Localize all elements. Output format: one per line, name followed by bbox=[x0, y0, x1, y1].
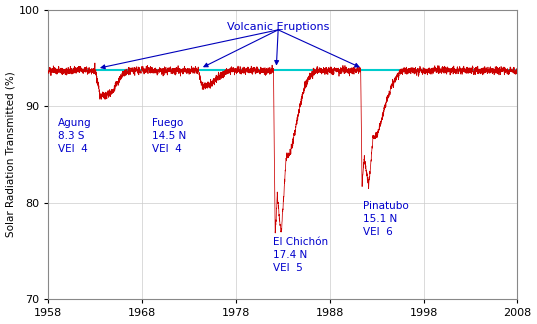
Text: Pinatubo
15.1 N
VEI  6: Pinatubo 15.1 N VEI 6 bbox=[362, 201, 408, 237]
Text: Volcanic Eruptions: Volcanic Eruptions bbox=[227, 22, 329, 32]
Y-axis label: Solar Radiation Transmitted (%): Solar Radiation Transmitted (%) bbox=[5, 72, 16, 237]
Text: Agung
8.3 S
VEI  4: Agung 8.3 S VEI 4 bbox=[58, 118, 91, 154]
Text: El Chichón
17.4 N
VEI  5: El Chichón 17.4 N VEI 5 bbox=[273, 237, 329, 273]
Text: Fuego
14.5 N
VEI  4: Fuego 14.5 N VEI 4 bbox=[151, 118, 186, 154]
